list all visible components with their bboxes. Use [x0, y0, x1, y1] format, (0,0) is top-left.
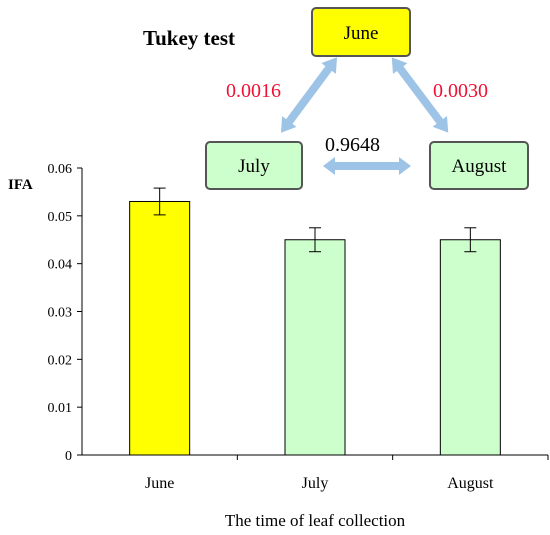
y-tick-label: 0.01 — [48, 401, 73, 416]
y-tick-label: 0.03 — [48, 306, 73, 321]
node-august: August — [429, 141, 529, 190]
arrow-july-august — [323, 157, 411, 175]
y-axis-label: IFA — [8, 177, 33, 193]
y-tick-group: 0 0.01 0.02 0.03 0.04 0.05 0.06 — [48, 162, 82, 464]
node-july-label: July — [238, 156, 270, 177]
bar-group — [129, 187, 501, 456]
node-june-box — [311, 7, 411, 57]
y-tick-label: 0.05 — [48, 210, 73, 225]
node-august-box — [429, 141, 529, 190]
node-august-label: August — [452, 156, 508, 177]
x-tick-label-august: August — [447, 475, 494, 492]
arrow-june-july — [280, 57, 338, 133]
arrow-june-august — [391, 57, 449, 133]
p-value-june-july: 0.0016 — [226, 80, 281, 102]
tukey-diagram: Tukey test June July Aug — [143, 7, 529, 190]
x-tick-label-june: June — [145, 475, 174, 492]
node-june: June — [311, 7, 411, 57]
bar-july — [284, 239, 346, 456]
bar-june — [129, 200, 191, 456]
y-tick-label: 0.02 — [48, 353, 73, 368]
p-value-june-august: 0.0030 — [433, 80, 488, 102]
node-july-box — [205, 141, 303, 190]
node-july: July — [205, 141, 303, 190]
y-tick-label: 0.06 — [48, 162, 73, 177]
x-axis-label: The time of leaf collection — [225, 511, 406, 530]
x-tick-label-july: July — [302, 475, 329, 492]
node-june-label: June — [344, 23, 379, 44]
y-tick-label: 0.04 — [48, 258, 73, 273]
y-tick-label: 0 — [65, 449, 72, 464]
tukey-title: Tukey test — [143, 26, 235, 50]
comparison-arrows — [280, 57, 449, 175]
bar-august — [439, 239, 501, 456]
x-tick-group: June July August — [145, 455, 549, 492]
p-value-july-august: 0.9648 — [325, 134, 380, 156]
